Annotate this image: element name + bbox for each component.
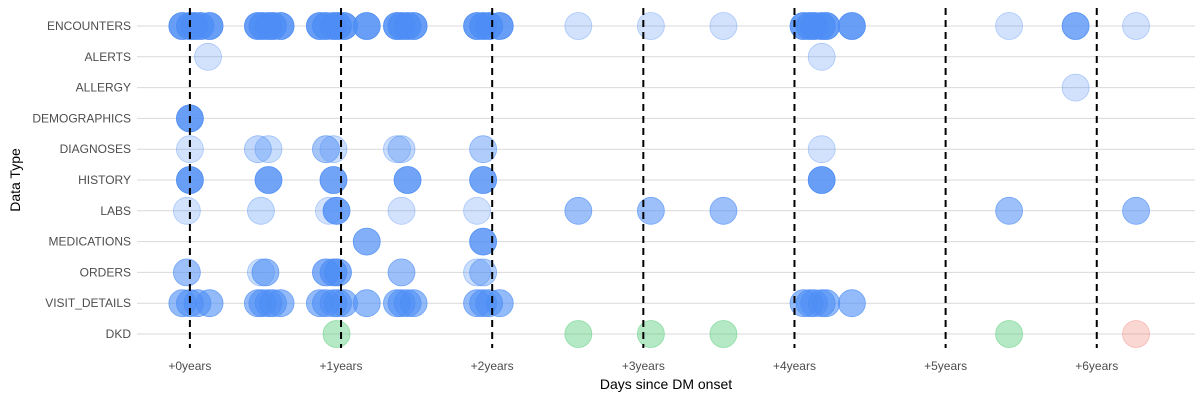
data-point: [469, 135, 498, 164]
data-point: [463, 258, 491, 287]
data-point: [485, 12, 514, 40]
data-point: [194, 42, 222, 71]
y-tick-label: DEMOGRAPHICS: [32, 111, 131, 125]
data-point: [807, 42, 836, 71]
year-markers: [188, 8, 1098, 348]
y-tick-label: ALERTS: [85, 50, 131, 64]
y-tick-label: ENCOUNTERS: [47, 19, 131, 33]
y-tick-label: LABS: [100, 204, 131, 218]
data-point: [709, 320, 738, 348]
x-tick-label: +1years: [320, 359, 363, 373]
data-point: [387, 196, 416, 225]
x-tick-label: +3years: [622, 359, 665, 373]
y-tick-label: VISIT_DETAILS: [45, 296, 131, 310]
x-tick-label: +2years: [471, 359, 514, 373]
data-point: [1122, 12, 1150, 40]
x-axis-title: Days since DM onset: [600, 376, 732, 392]
data-point: [319, 166, 348, 194]
data-point: [352, 227, 381, 256]
data-point: [1122, 320, 1150, 348]
y-tick-label: HISTORY: [78, 173, 131, 187]
y-tick-label: DKD: [106, 327, 132, 341]
x-tick-labels: +0years +1years +2years +3years +4years +5yea…: [168, 359, 1118, 373]
x-tick-label: +5years: [924, 359, 967, 373]
data-point: [636, 320, 665, 348]
data-point: [266, 289, 295, 318]
data-point: [1061, 73, 1090, 102]
data-point: [812, 289, 841, 318]
data-point: [636, 196, 665, 225]
data-point: [564, 12, 593, 40]
data-point: [485, 289, 514, 318]
data-point: [387, 135, 416, 164]
data-point: [322, 196, 351, 225]
y-axis-title: Data Type: [7, 148, 23, 212]
y-tick-label: MEDICATIONS: [49, 235, 131, 249]
y-tick-labels: ENCOUNTERS ALERTS ALLERGY DEMOGRAPHICS DIAGN…: [32, 19, 131, 341]
data-point: [399, 12, 428, 40]
data-point: [636, 12, 665, 40]
data-point: [175, 135, 204, 164]
x-tick-label: +6years: [1075, 359, 1118, 373]
data-point: [463, 196, 491, 225]
data-point: [469, 166, 498, 194]
data-point: [709, 196, 738, 225]
data-point: [322, 320, 351, 348]
data-point: [387, 258, 416, 287]
data-point: [254, 135, 283, 164]
x-tick-label: +0years: [168, 359, 211, 373]
data-point: [172, 196, 201, 225]
data-point: [352, 289, 381, 318]
y-tick-label: ORDERS: [80, 265, 131, 279]
data-point: [324, 258, 352, 287]
data-point: [319, 135, 348, 164]
gridlines: [137, 25, 1195, 335]
data-point: [1122, 196, 1150, 225]
data-point: [254, 166, 283, 194]
data-point: [838, 12, 866, 40]
data-point: [393, 166, 422, 194]
data-point: [564, 196, 593, 225]
data-point: [807, 135, 836, 164]
x-tick-label: +4years: [773, 359, 816, 373]
data-point: [251, 258, 280, 287]
data-point: [807, 166, 836, 194]
data-point: [995, 196, 1023, 225]
data-point: [838, 289, 866, 318]
data-point: [247, 196, 275, 225]
data-point: [812, 12, 841, 40]
data-point: [399, 289, 428, 318]
data-point: [709, 12, 738, 40]
data-point: [266, 12, 295, 40]
data-point: [195, 289, 224, 318]
data-point: [995, 320, 1023, 348]
data-point: [195, 12, 224, 40]
y-tick-label: ALLERGY: [76, 81, 131, 95]
data-point: [995, 12, 1023, 40]
data-point: [244, 135, 272, 164]
data-point: [352, 12, 381, 40]
data-point: [564, 320, 593, 348]
data-point: [469, 227, 498, 256]
data-point: [469, 258, 498, 287]
data-point: [312, 135, 340, 164]
y-tick-label: DIAGNOSES: [60, 142, 131, 156]
data-point: [172, 258, 201, 287]
data-point: [1061, 12, 1090, 40]
